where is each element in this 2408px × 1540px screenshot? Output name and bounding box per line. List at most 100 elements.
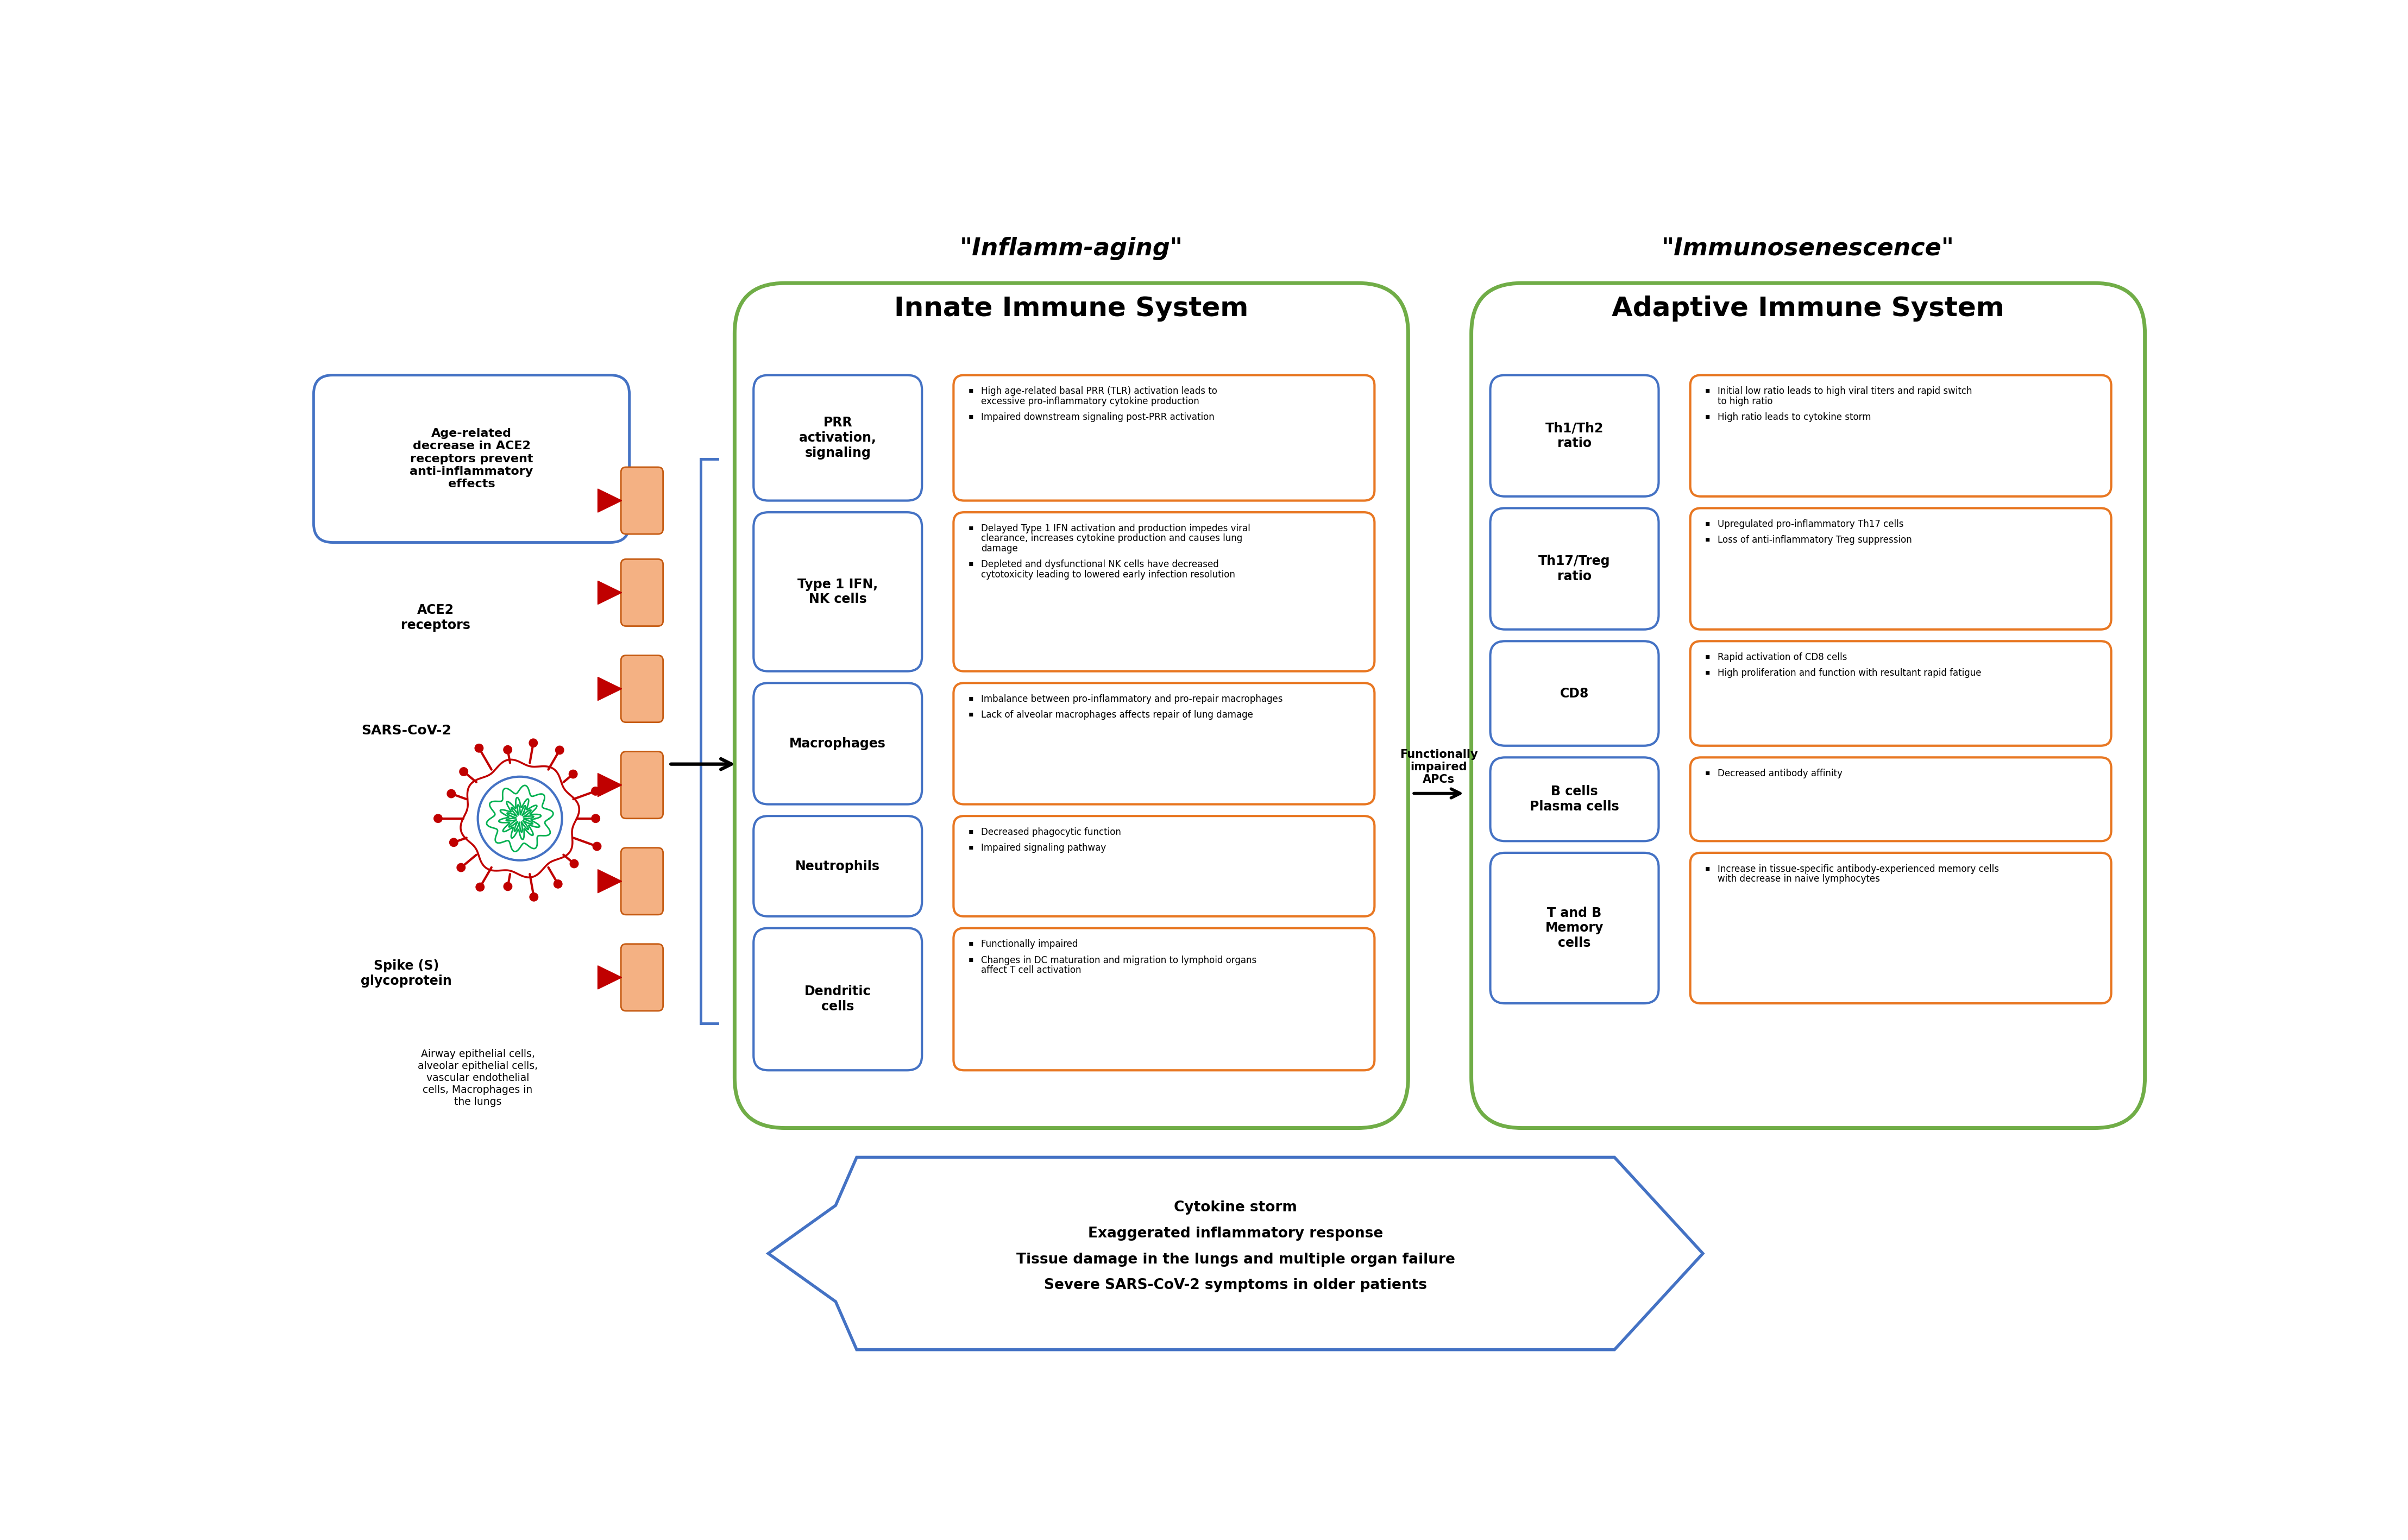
Polygon shape	[597, 581, 621, 604]
Text: cytotoxicity leading to lowered early infection resolution: cytotoxicity leading to lowered early in…	[980, 570, 1235, 579]
FancyBboxPatch shape	[954, 376, 1375, 500]
Text: Decreased antibody affinity: Decreased antibody affinity	[1717, 768, 1842, 779]
FancyBboxPatch shape	[1491, 853, 1659, 1004]
Circle shape	[554, 879, 561, 889]
FancyBboxPatch shape	[1491, 641, 1659, 745]
Text: Age-related
decrease in ACE2
receptors prevent
anti-inflammatory
effects: Age-related decrease in ACE2 receptors p…	[409, 428, 532, 490]
FancyBboxPatch shape	[954, 513, 1375, 671]
Text: clearance, increases cytokine production and causes lung: clearance, increases cytokine production…	[980, 534, 1243, 544]
Text: Impaired downstream signaling post-PRR activation: Impaired downstream signaling post-PRR a…	[980, 413, 1214, 422]
Text: ▪: ▪	[968, 710, 973, 718]
Text: ACE2
receptors: ACE2 receptors	[402, 604, 470, 631]
Text: ▪: ▪	[1705, 387, 1710, 394]
Circle shape	[477, 882, 484, 892]
Text: ▪: ▪	[1705, 413, 1710, 420]
FancyBboxPatch shape	[1690, 853, 2112, 1004]
Text: CD8: CD8	[1560, 687, 1589, 701]
Text: damage: damage	[980, 544, 1019, 553]
Text: excessive pro-inflammatory cytokine production: excessive pro-inflammatory cytokine prod…	[980, 396, 1199, 407]
Circle shape	[592, 842, 602, 850]
Text: Initial low ratio leads to high viral titers and rapid switch: Initial low ratio leads to high viral ti…	[1717, 387, 1972, 396]
FancyBboxPatch shape	[621, 559, 662, 627]
Text: "Immunosenescence": "Immunosenescence"	[1662, 237, 1955, 260]
FancyBboxPatch shape	[313, 376, 628, 542]
Text: Imbalance between pro-inflammatory and pro-repair macrophages: Imbalance between pro-inflammatory and p…	[980, 695, 1283, 704]
FancyBboxPatch shape	[954, 929, 1375, 1070]
Text: Th17/Treg
ratio: Th17/Treg ratio	[1539, 554, 1611, 582]
FancyBboxPatch shape	[621, 752, 662, 818]
FancyBboxPatch shape	[1690, 641, 2112, 745]
FancyBboxPatch shape	[1690, 508, 2112, 630]
Polygon shape	[597, 488, 621, 513]
Text: High age-related basal PRR (TLR) activation leads to: High age-related basal PRR (TLR) activat…	[980, 387, 1216, 396]
Polygon shape	[768, 1157, 1702, 1349]
Text: High proliferation and function with resultant rapid fatigue: High proliferation and function with res…	[1717, 668, 1982, 678]
Circle shape	[530, 739, 537, 747]
Text: Increase in tissue-specific antibody-experienced memory cells: Increase in tissue-specific antibody-exp…	[1717, 864, 1999, 873]
Text: Macrophages: Macrophages	[790, 738, 886, 750]
Text: Cytokine storm: Cytokine storm	[1175, 1201, 1298, 1215]
Circle shape	[433, 815, 443, 822]
FancyBboxPatch shape	[621, 944, 662, 1010]
Text: Dendritic
cells: Dendritic cells	[804, 986, 872, 1013]
Text: ▪: ▪	[968, 524, 973, 531]
FancyBboxPatch shape	[621, 656, 662, 722]
Text: B cells
Plasma cells: B cells Plasma cells	[1529, 785, 1618, 813]
Text: ▪: ▪	[968, 413, 973, 420]
Circle shape	[568, 770, 578, 778]
FancyBboxPatch shape	[1471, 283, 2146, 1127]
FancyBboxPatch shape	[754, 816, 922, 916]
Circle shape	[571, 859, 578, 869]
Text: Th1/Th2
ratio: Th1/Th2 ratio	[1546, 422, 1604, 450]
FancyBboxPatch shape	[1491, 508, 1659, 630]
Text: Rapid activation of CD8 cells: Rapid activation of CD8 cells	[1717, 653, 1847, 662]
Circle shape	[530, 893, 537, 901]
Circle shape	[503, 882, 513, 890]
Text: ▪: ▪	[968, 695, 973, 702]
Text: ▪: ▪	[968, 939, 973, 947]
Text: Lack of alveolar macrophages affects repair of lung damage: Lack of alveolar macrophages affects rep…	[980, 710, 1252, 719]
Text: Severe SARS-CoV-2 symptoms in older patients: Severe SARS-CoV-2 symptoms in older pati…	[1045, 1278, 1428, 1292]
Polygon shape	[597, 870, 621, 893]
FancyBboxPatch shape	[1690, 758, 2112, 841]
FancyBboxPatch shape	[1491, 376, 1659, 496]
Text: Tissue damage in the lungs and multiple organ failure: Tissue damage in the lungs and multiple …	[1016, 1252, 1454, 1266]
Text: SARS-CoV-2: SARS-CoV-2	[361, 724, 450, 738]
Circle shape	[448, 790, 455, 798]
Text: Innate Immune System: Innate Immune System	[893, 296, 1250, 322]
Text: Exaggerated inflammatory response: Exaggerated inflammatory response	[1088, 1226, 1382, 1241]
FancyBboxPatch shape	[754, 513, 922, 671]
Polygon shape	[597, 966, 621, 989]
Text: Depleted and dysfunctional NK cells have decreased: Depleted and dysfunctional NK cells have…	[980, 559, 1218, 570]
Text: Delayed Type 1 IFN activation and production impedes viral: Delayed Type 1 IFN activation and produc…	[980, 524, 1250, 533]
Circle shape	[592, 815, 600, 822]
FancyBboxPatch shape	[1690, 376, 2112, 496]
Circle shape	[503, 745, 513, 755]
FancyBboxPatch shape	[621, 847, 662, 915]
Text: to high ratio: to high ratio	[1717, 396, 1772, 407]
Circle shape	[450, 838, 458, 847]
FancyBboxPatch shape	[954, 682, 1375, 804]
Polygon shape	[597, 678, 621, 701]
Text: Impaired signaling pathway: Impaired signaling pathway	[980, 844, 1105, 853]
Text: ▪: ▪	[968, 955, 973, 962]
Text: High ratio leads to cytokine storm: High ratio leads to cytokine storm	[1717, 413, 1871, 422]
Circle shape	[458, 864, 465, 872]
FancyBboxPatch shape	[734, 283, 1409, 1127]
Text: ▪: ▪	[1705, 668, 1710, 676]
Text: affect T cell activation: affect T cell activation	[980, 966, 1081, 975]
FancyBboxPatch shape	[621, 467, 662, 534]
Polygon shape	[597, 773, 621, 796]
Circle shape	[474, 744, 484, 753]
Circle shape	[460, 767, 467, 776]
Text: Decreased phagocytic function: Decreased phagocytic function	[980, 827, 1122, 838]
Text: ▪: ▪	[968, 559, 973, 567]
Text: ▪: ▪	[968, 827, 973, 835]
Text: Adaptive Immune System: Adaptive Immune System	[1611, 296, 2003, 322]
Text: ▪: ▪	[1705, 519, 1710, 527]
Text: ▪: ▪	[1705, 864, 1710, 872]
FancyBboxPatch shape	[954, 816, 1375, 916]
Text: "Inflamm-aging": "Inflamm-aging"	[961, 237, 1182, 260]
Text: ▪: ▪	[1705, 653, 1710, 661]
Text: Functionally
impaired
APCs: Functionally impaired APCs	[1399, 748, 1479, 785]
